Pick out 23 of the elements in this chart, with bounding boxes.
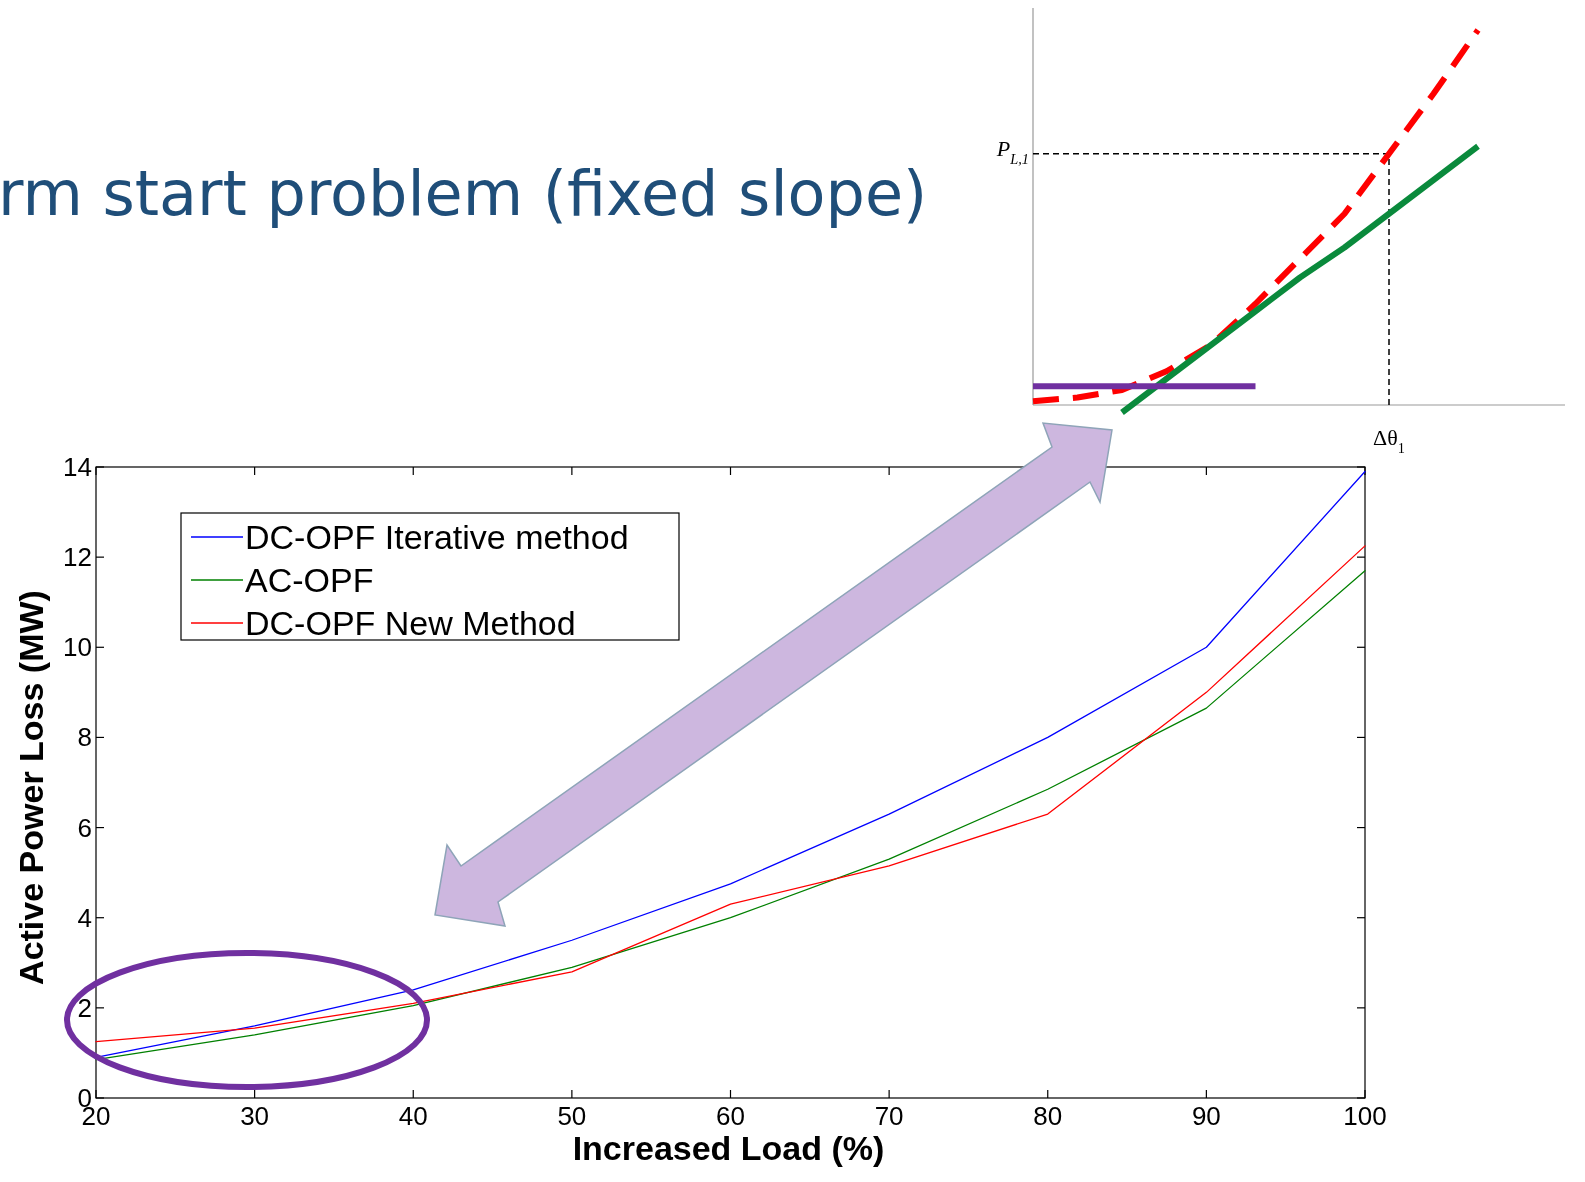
y-tick-label: 6 — [77, 812, 92, 843]
x-axis-title: Increased Load (%) — [572, 1129, 885, 1167]
x-tick-label: 90 — [1191, 1101, 1221, 1131]
x-tick-label: 40 — [398, 1101, 428, 1131]
x-tick-label: 80 — [1033, 1101, 1063, 1131]
chart-title: rm start problem (fixed slope) — [0, 157, 928, 230]
text: Δθ$_{1}$ — [1373, 425, 1405, 456]
y-tick-label: 8 — [77, 722, 92, 753]
x-tick-label: 30 — [240, 1101, 270, 1131]
y-tick-label: 10 — [63, 632, 92, 663]
x-tick-label: 60 — [716, 1101, 745, 1131]
y-tick-label: 4 — [77, 902, 92, 933]
legend-label: DC-OPF New Method — [245, 604, 576, 642]
y-tick-label: 12 — [63, 542, 92, 573]
x-tick-label: 70 — [874, 1101, 904, 1131]
y-axis-title: Active Power Loss (MW) — [12, 590, 50, 985]
legend-label: AC-OPF — [245, 561, 374, 599]
y-tick-label: 2 — [77, 992, 92, 1023]
x-tick-label: 50 — [557, 1101, 587, 1131]
x-tick-label: 100 — [1343, 1101, 1387, 1131]
legend-label: DC-OPF Iterative method — [245, 518, 629, 556]
ref-line-label: P$_{L,1}$ — [995, 135, 1029, 167]
y-tick-label: 14 — [63, 452, 92, 482]
